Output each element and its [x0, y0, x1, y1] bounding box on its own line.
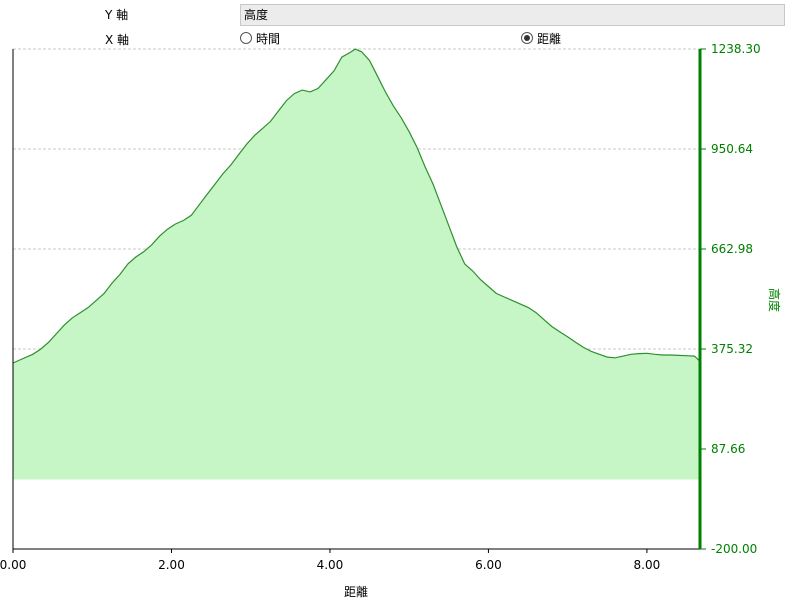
x-tick-label: 0.00 — [0, 558, 26, 572]
x-tick-label: 2.00 — [158, 558, 185, 572]
y-tick-label: 662.98 — [711, 242, 753, 256]
x-axis-title: 距離 — [344, 585, 368, 599]
y-axis-select[interactable]: 高度 — [240, 4, 785, 26]
x-tick-label: 8.00 — [634, 558, 661, 572]
x-tick-label: 4.00 — [317, 558, 344, 572]
x-axis-option-time[interactable]: 時間 — [240, 30, 280, 46]
y-axis-label: Y 軸 — [105, 8, 129, 22]
x-tick-label: 6.00 — [475, 558, 502, 572]
distance-radio-label: 距離 — [537, 31, 562, 46]
y-tick-label: 87.66 — [711, 442, 745, 456]
elevation-line — [12, 48, 701, 364]
y-tick-label: 950.64 — [711, 142, 753, 156]
x-axis-option-distance[interactable]: 距離 — [521, 30, 561, 46]
time-radio-label: 時間 — [256, 31, 281, 46]
y-tick-label: -200.00 — [711, 542, 757, 556]
distance-radio[interactable] — [521, 32, 533, 44]
area-fill — [13, 49, 700, 480]
y-tick-label: 1238.30 — [711, 42, 761, 56]
time-radio[interactable] — [240, 32, 252, 44]
y-axis-title: 高度 — [767, 288, 782, 312]
x-axis-label: X 軸 — [105, 33, 130, 47]
y-tick-label: 375.32 — [711, 342, 753, 356]
